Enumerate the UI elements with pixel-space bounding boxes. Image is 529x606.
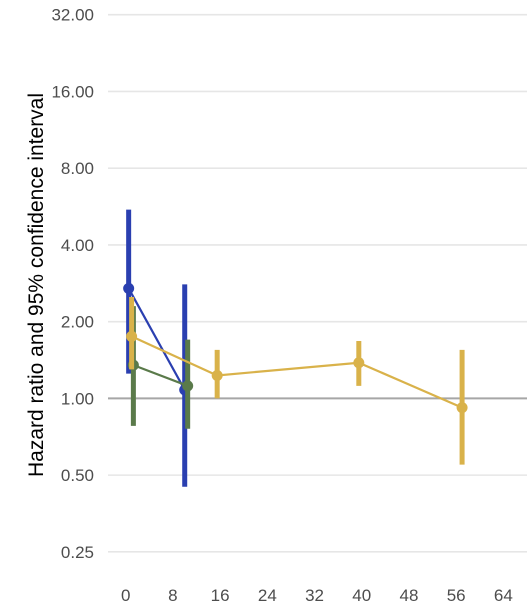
x-tick-labels: 0 8 16 24 32 40 48 56 64: [121, 586, 513, 605]
x-tick-label: 16: [211, 586, 230, 605]
y-tick-label: 16.00: [51, 82, 94, 101]
series-line: [127, 287, 186, 391]
data-point: [182, 380, 194, 392]
y-tick-label: 0.25: [61, 543, 94, 562]
y-tick-label: 2.00: [61, 313, 94, 332]
y-tick-label: 8.00: [61, 159, 94, 178]
data-point: [123, 282, 135, 294]
data-point: [456, 402, 468, 414]
x-tick-label: 64: [494, 586, 513, 605]
x-tick-label: 8: [168, 586, 177, 605]
y-tick-label: 0.50: [61, 466, 94, 485]
data-point: [353, 357, 365, 369]
data-point: [126, 330, 138, 342]
series-group: [123, 209, 468, 487]
y-tick-label: 4.00: [61, 236, 94, 255]
x-tick-label: 24: [258, 586, 277, 605]
x-tick-label: 32: [305, 586, 324, 605]
series-line: [131, 335, 463, 409]
y-tick-label: 32.00: [51, 6, 94, 25]
y-tick-label: 1.00: [61, 389, 94, 408]
series-3: [126, 296, 468, 465]
x-tick-label: 0: [121, 586, 130, 605]
x-tick-label: 56: [447, 586, 466, 605]
x-tick-label: 48: [400, 586, 419, 605]
data-point: [211, 369, 223, 381]
series-line: [132, 364, 189, 387]
x-tick-label: 40: [352, 586, 371, 605]
gridlines: [108, 13, 527, 553]
y-axis-title: Hazard ratio and 95% confidence interval: [25, 93, 48, 477]
y-tick-labels: 0.25 0.50 1.00 2.00 4.00 8.00 16.00 32.00: [51, 6, 94, 562]
